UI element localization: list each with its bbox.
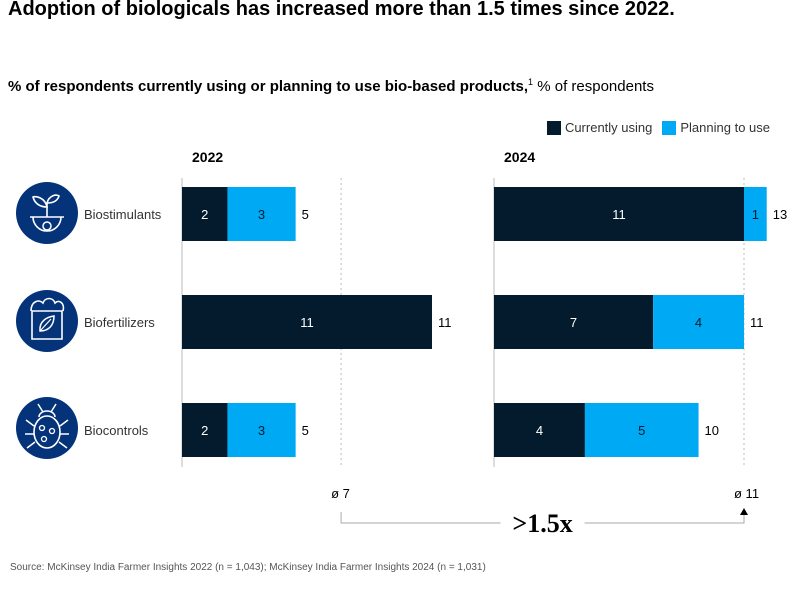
total-label-2022-biostimulants: 5 [302, 207, 309, 222]
bar-2022-biostimulants-currently-using [182, 187, 228, 241]
average-label-2024: ø 11 [734, 486, 759, 501]
total-label-2024-biostimulants: 13 [773, 207, 787, 222]
bar-label-2024-biocontrols-planning-to-use: 5 [638, 423, 645, 438]
growth-annotation: >1.5x [512, 509, 572, 538]
annotation-background [500, 505, 585, 539]
legend-label-planning-to-use: Planning to use [680, 120, 770, 135]
bar-label-2022-biostimulants-planning-to-use: 3 [258, 207, 265, 222]
bar-2022-biofertilizers-currently-using [182, 295, 432, 349]
bar-label-2024-biocontrols-currently-using: 4 [536, 423, 543, 438]
growth-arrowhead [740, 508, 748, 515]
bar-label-2022-biocontrols-planning-to-use: 3 [258, 423, 265, 438]
beetle-icon [16, 397, 78, 459]
bar-2024-biofertilizers-planning-to-use [653, 295, 744, 349]
total-label-2022-biofertilizers: 11 [438, 315, 452, 330]
legend-swatch-currently-using [546, 120, 561, 135]
legend-item-currently-using: Currently using [546, 120, 653, 135]
footnote-mark: 1 [528, 77, 534, 87]
bar-2024-biofertilizers-currently-using [494, 295, 654, 349]
legend-item-planning-to-use: Planning to use [662, 120, 770, 135]
average-label-2022: ø 7 [331, 486, 350, 501]
panel-year-2024: 2024 [504, 149, 535, 165]
bar-label-2024-biostimulants-currently-using: 11 [612, 207, 626, 222]
source-note: Source: McKinsey India Farmer Insights 2… [10, 562, 486, 573]
bar-2022-biocontrols-planning-to-use [227, 403, 296, 457]
legend-label-currently-using: Currently using [564, 120, 653, 135]
subtitle-bold: % of respondents currently using or plan… [8, 78, 529, 95]
subtitle-rest: % of respondents [533, 78, 654, 95]
bar-label-2022-biocontrols-currently-using: 2 [201, 423, 208, 438]
bar-label-2022-biofertilizers-currently-using: 11 [300, 315, 314, 330]
chart-title: Adoption of biologicals has increased mo… [8, 0, 675, 20]
bar-label-2022-biostimulants-currently-using: 2 [201, 207, 208, 222]
category-label-biostimulants: Biostimulants [84, 207, 162, 222]
category-label-biofertilizers: Biofertilizers [84, 315, 155, 330]
panel-year-2022: 2022 [192, 149, 223, 165]
bar-2022-biostimulants-planning-to-use [227, 187, 296, 241]
chart-subtitle: % of respondents currently using or plan… [8, 77, 654, 95]
bar-label-2024-biostimulants-planning-to-use: 1 [752, 207, 759, 222]
legend-swatch-planning-to-use [662, 120, 677, 135]
total-label-2022-biocontrols: 5 [302, 423, 309, 438]
bar-2024-biostimulants-planning-to-use [744, 187, 767, 241]
category-label-biocontrols: Biocontrols [84, 423, 149, 438]
bar-2024-biostimulants-currently-using [494, 187, 744, 241]
bar-label-2024-biofertilizers-currently-using: 7 [570, 315, 577, 330]
bar-2024-biocontrols-currently-using [494, 403, 585, 457]
bar-2024-biocontrols-planning-to-use [584, 403, 699, 457]
bar-2022-biocontrols-currently-using [182, 403, 228, 457]
total-label-2024-biofertilizers: 11 [750, 315, 764, 330]
seedling-icon [16, 182, 78, 244]
legend: Currently using Planning to use [546, 120, 770, 135]
total-label-2024-biocontrols: 10 [705, 423, 719, 438]
fertilizer-bag-icon [16, 290, 78, 352]
bar-label-2024-biofertilizers-planning-to-use: 4 [695, 315, 702, 330]
